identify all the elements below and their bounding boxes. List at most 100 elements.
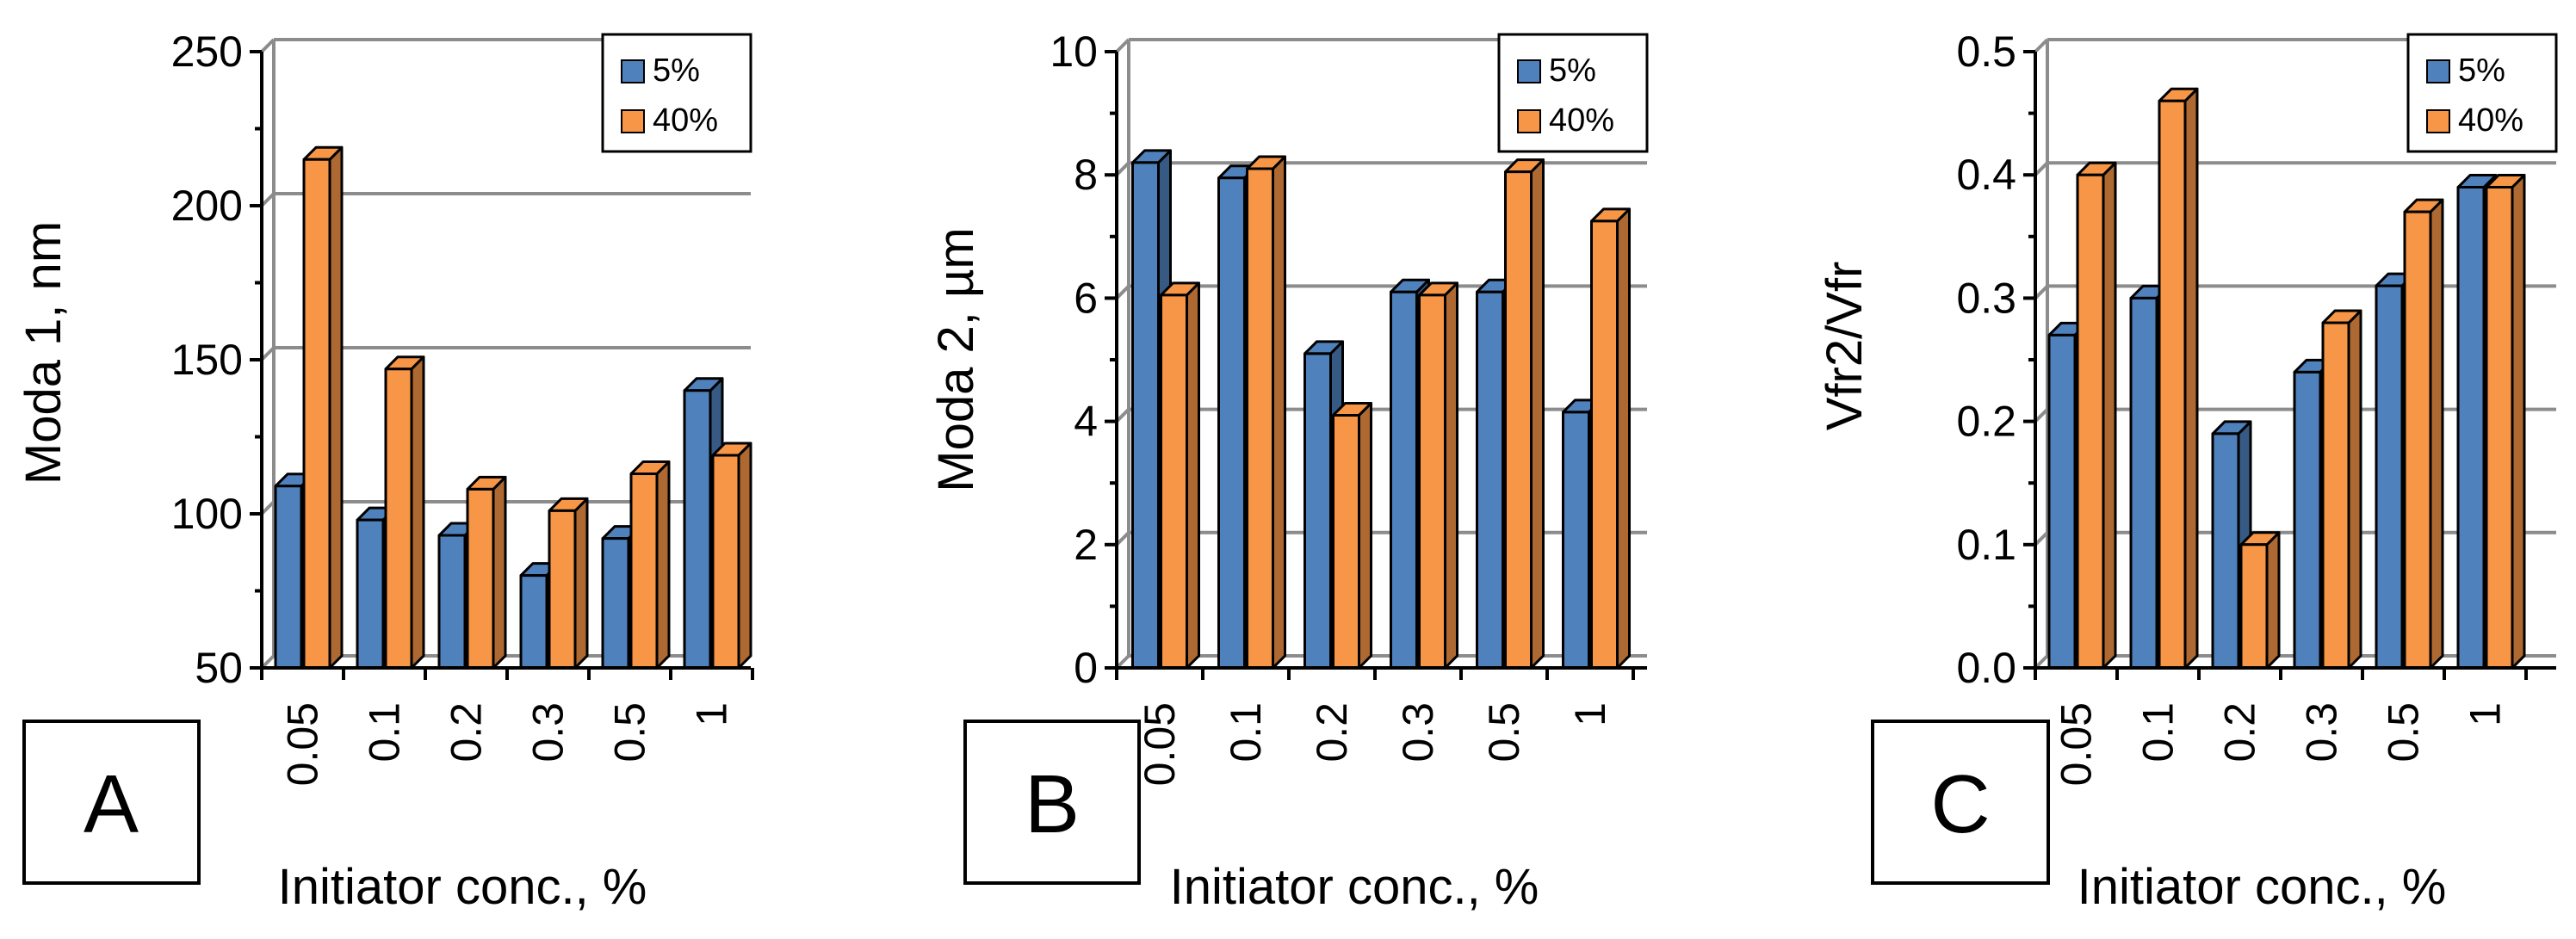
panel-a-grid-connector-1	[260, 500, 276, 516]
panel-b-bars	[1131, 149, 1631, 670]
panel-b-grid-connector-2	[1115, 408, 1130, 423]
panel-c-y-tick-label-0: 0.0	[1956, 644, 2016, 692]
panel-b-y-tick-label-0: 0	[1074, 644, 1098, 692]
panel-c-axes	[2023, 50, 2556, 680]
panel-b-legend-swatch-1	[1517, 109, 1541, 133]
panel-b-x-tick-labels: 0.05 0.1 0.2 0.3 0.5 1	[1136, 702, 1614, 786]
panel-c-x-tick-label-3: 0.3	[2298, 702, 2346, 763]
panel-c-letter-box: C	[1871, 720, 2050, 885]
panel-b-grid-connector-3	[1115, 284, 1130, 300]
panel-a-y-tick-label-1: 100	[171, 490, 243, 538]
panel-b-y-tick-label-4: 8	[1074, 151, 1098, 199]
panel-b-x-tick-label-5: 1	[1566, 702, 1614, 726]
panel-c-y-axis-label: Vfr2/Vfr	[1817, 262, 1873, 431]
panel-a-bar-5-s40	[711, 442, 752, 670]
panel-a-letter: A	[84, 758, 139, 850]
panel-c-letter: C	[1930, 758, 1990, 850]
panel-a-x-axis-label: Initiator conc., %	[278, 859, 647, 915]
panel-c-legend-swatch-1	[2426, 109, 2450, 133]
panel-a-y-tick-label-3: 200	[171, 182, 243, 230]
panel-b-bar-1-s40	[1246, 155, 1286, 670]
panel-a-legend-swatch-0	[621, 59, 645, 83]
panel-b-y-tick-label-5: 10	[1050, 28, 1098, 76]
panel-c-grid-connector-3	[2034, 284, 2049, 300]
panel-c-bar-5-s40	[2485, 174, 2526, 670]
panel-a-chart: 50 100 150 200 250 0.05 0.1 0.2 0.3 0.5 1 Moda 1,…	[15, 28, 754, 915]
panel-c-legend-label-0: 5%	[2458, 53, 2505, 89]
panel-b-y-tick-label-2: 4	[1074, 398, 1098, 446]
panel-c-grid-connector-1	[2034, 531, 2049, 547]
panel-a-legend-label-1: 40%	[653, 102, 718, 139]
panel-c-grid-connector-4	[2034, 161, 2049, 176]
panel-a-axes	[250, 50, 754, 680]
panel-b-grid-connector-0	[1115, 654, 1130, 670]
panel-c-grid-connector-5	[2034, 38, 2049, 53]
panel-c-y-tick-label-2: 0.2	[1956, 398, 2016, 446]
panel-b-legend-swatch-0	[1517, 59, 1541, 83]
panel-c-x-tick-label-5: 1	[2461, 702, 2510, 726]
panel-c-x-tick-label-1: 0.1	[2134, 702, 2183, 763]
panel-c-y-tick-label-4: 0.4	[1956, 151, 2016, 199]
panel-c-bar-3-s40	[2321, 309, 2362, 670]
panel-b-x-tick-label-3: 0.3	[1394, 702, 1442, 763]
panel-a-y-tick-label-4: 250	[171, 28, 243, 76]
panel-b-y-tick-label-1: 2	[1074, 521, 1098, 569]
panel-c-y-tick-label-1: 0.1	[1956, 521, 2016, 569]
panel-b-x-axis-label: Initiator conc., %	[1170, 859, 1539, 915]
panel-b-x-tick-label-1: 0.1	[1222, 702, 1270, 763]
panel-c-y-tick-labels: 0.0 0.1 0.2 0.3 0.4 0.5	[1956, 28, 2016, 692]
panel-b-chart: 0 2 4 6 8 10 0.05 0.1 0.2 0.3 0.5 1 Moda 2, µm Ini…	[928, 28, 1649, 915]
panel-a-letter-box: A	[22, 720, 201, 885]
panel-a-legend-label-0: 5%	[653, 53, 700, 89]
panel-b-bar-2-s40	[1332, 401, 1372, 670]
panel-c-bar-0-s40	[2076, 161, 2117, 670]
panel-b-legend-label-1: 40%	[1549, 102, 1614, 139]
panel-c-x-tick-labels: 0.05 0.1 0.2 0.3 0.5 1	[2053, 702, 2510, 786]
panel-b-bar-0-s40	[1160, 281, 1200, 670]
panel-a-y-tick-labels: 50 100 150 200 250	[171, 28, 243, 692]
panel-b-legend-label-0: 5%	[1549, 53, 1596, 89]
panel-c-x-tick-label-4: 0.5	[2380, 702, 2428, 763]
panel-a-x-tick-label-5: 1	[688, 702, 736, 726]
panel-a-x-tick-label-0: 0.05	[279, 702, 327, 786]
panel-b-x-tick-label-2: 0.2	[1308, 702, 1356, 763]
panel-a-grid-connector-3	[260, 192, 276, 207]
panel-b-letter-box: B	[963, 720, 1141, 885]
panel-c-bar-2-s40	[2239, 531, 2281, 670]
panel-c-legend-swatch-0	[2426, 59, 2450, 83]
panel-c-bar-4-s40	[2403, 198, 2444, 670]
panel-a-grid-connector-0	[260, 654, 276, 670]
panel-b-y-tick-labels: 0 2 4 6 8 10	[1050, 28, 1098, 692]
panel-a-bar-3-s40	[548, 497, 589, 670]
panel-b-grid-connector-4	[1115, 161, 1130, 176]
panel-a-x-tick-label-4: 0.5	[606, 702, 654, 763]
panel-b-y-axis-label: Moda 2, µm	[928, 227, 984, 491]
panel-c-grid-connector-0	[2034, 654, 2049, 670]
panel-b-letter: B	[1025, 758, 1080, 850]
panel-c-y-tick-label-3: 0.3	[1956, 274, 2016, 322]
panel-c-x-axis-label: Initiator conc., %	[2078, 859, 2447, 915]
panel-b-legend: 5%40%	[1497, 33, 1649, 153]
panel-a-x-tick-label-1: 0.1	[361, 702, 409, 763]
panel-c-chart: 0.0 0.1 0.2 0.3 0.4 0.5 0.05 0.1 0.2 0.3 0.5 1 Vfr…	[1817, 28, 2558, 915]
panel-c-grid-connector-2	[2034, 408, 2049, 423]
panel-a-bars	[274, 145, 752, 670]
panel-a-grid-connector-4	[260, 38, 276, 53]
panel-a-x-tick-label-3: 0.3	[524, 702, 573, 763]
panel-a-y-tick-label-2: 150	[171, 336, 243, 384]
panel-b-bar-3-s40	[1418, 281, 1458, 670]
panel-c-y-tick-label-5: 0.5	[1956, 28, 2016, 76]
panel-c-legend: 5%40%	[2406, 33, 2558, 153]
panel-c-x-tick-label-0: 0.05	[2053, 702, 2101, 786]
panel-b-axes	[1105, 50, 1647, 680]
panel-a-x-tick-label-2: 0.2	[443, 702, 491, 763]
panel-b-grid-connector-5	[1115, 38, 1130, 53]
panel-b-x-tick-label-0: 0.05	[1136, 702, 1184, 786]
panel-a-x-tick-labels: 0.05 0.1 0.2 0.3 0.5 1	[279, 702, 736, 786]
panel-c-bars	[2047, 87, 2526, 670]
panel-a-legend-swatch-1	[621, 109, 645, 133]
panel-b-y-tick-label-3: 6	[1074, 274, 1098, 322]
panel-a-y-tick-label-0: 50	[195, 644, 243, 692]
panel-b-bar-5-s40	[1590, 207, 1631, 670]
